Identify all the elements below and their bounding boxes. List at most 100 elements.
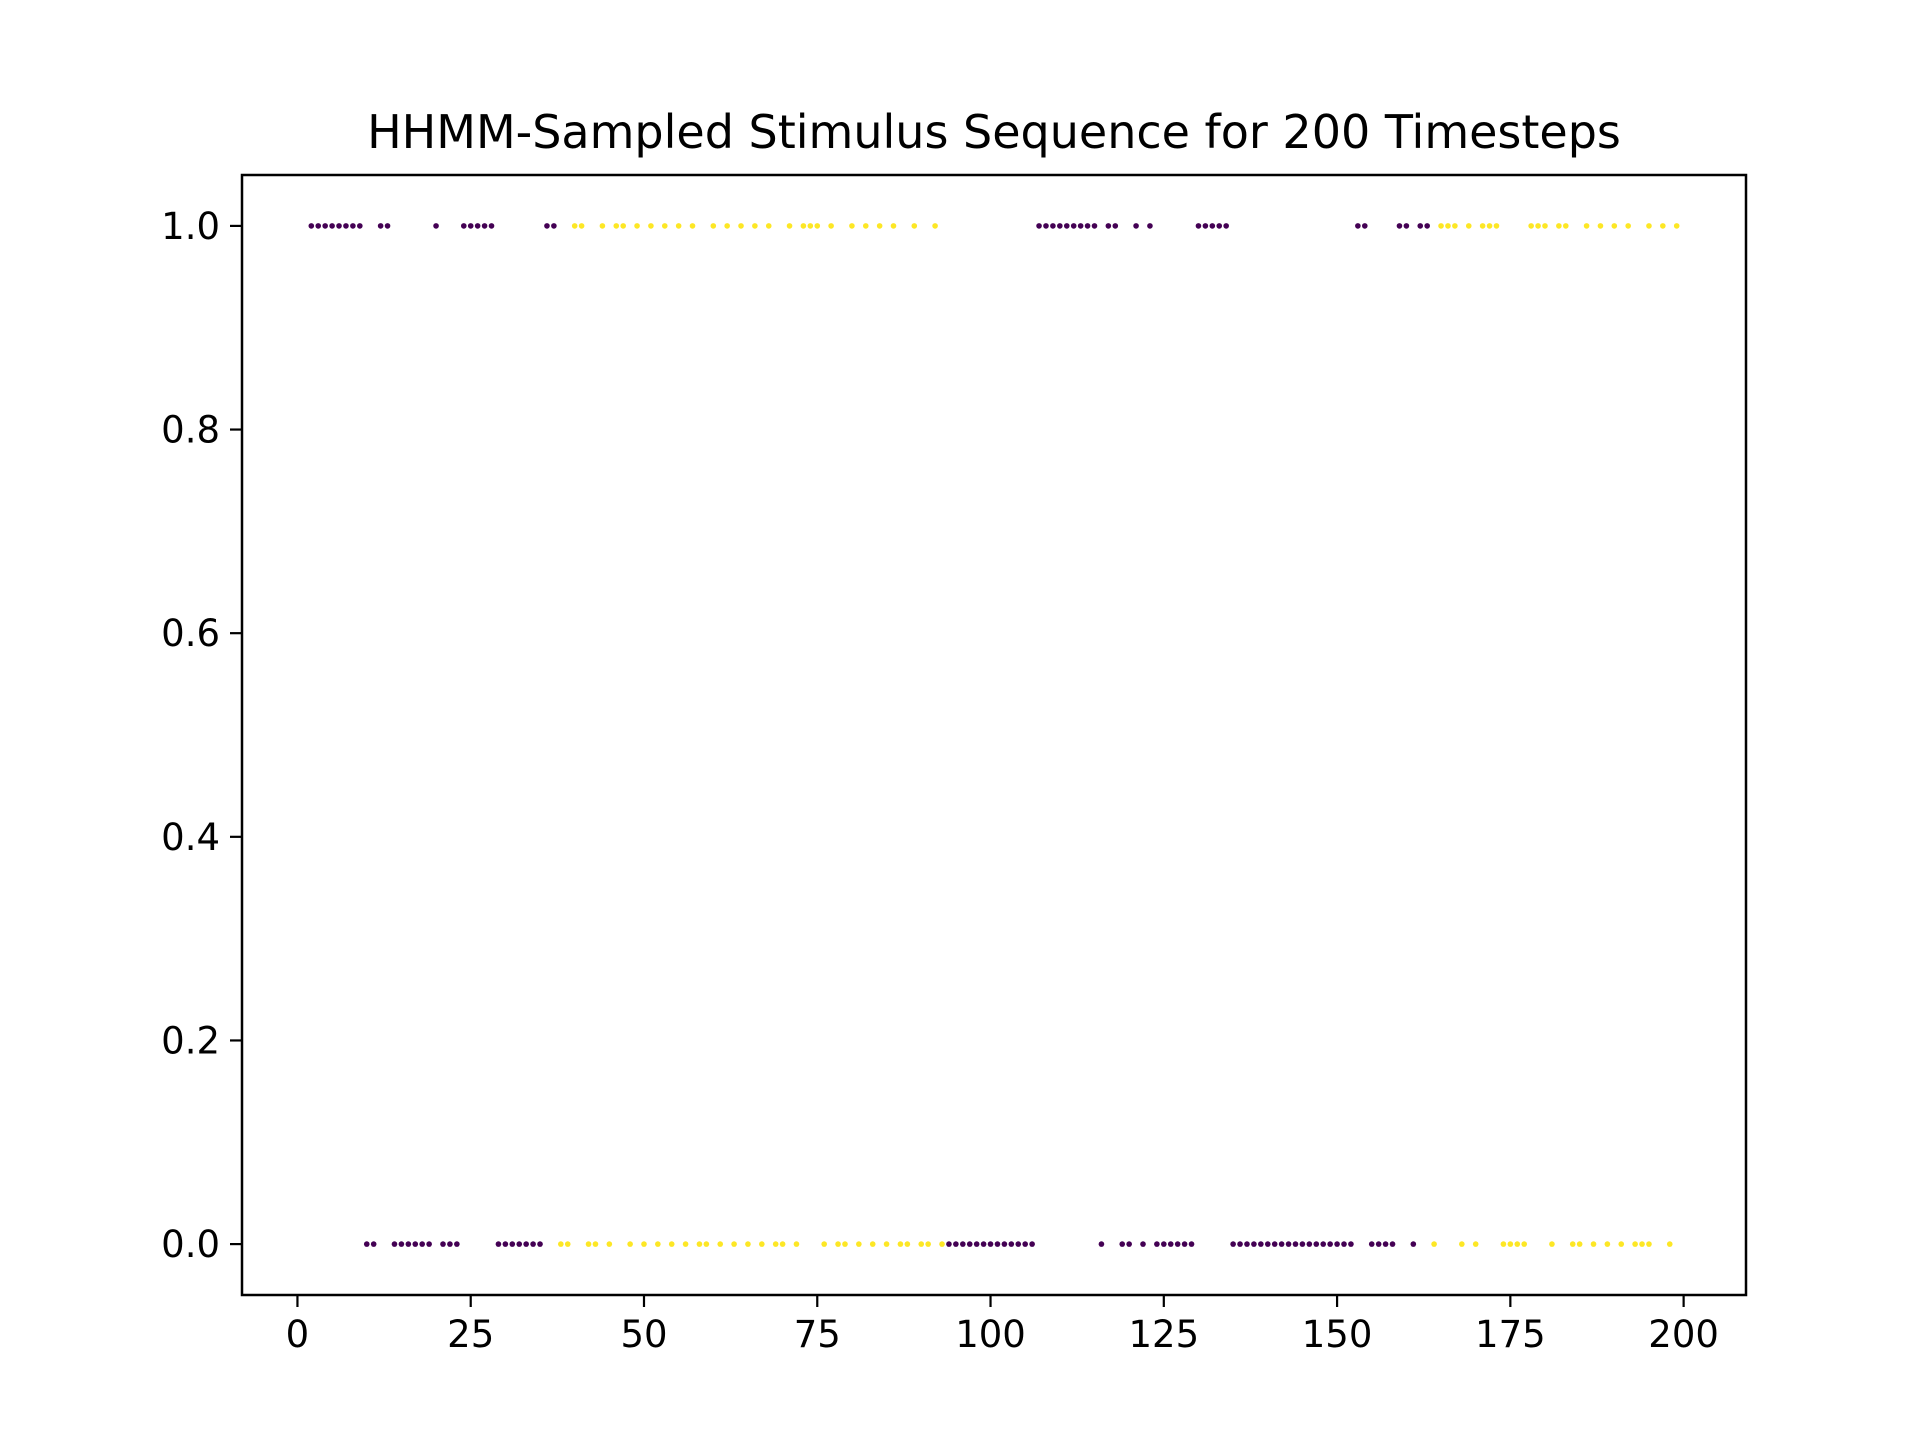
data-point (495, 1241, 502, 1247)
data-point (1486, 223, 1493, 229)
data-point (1465, 223, 1472, 229)
data-point (772, 1241, 779, 1247)
data-point (648, 223, 654, 229)
data-point (752, 223, 758, 229)
data-point (502, 1241, 509, 1247)
data-point (925, 1241, 931, 1247)
data-point (467, 223, 474, 229)
data-point (1646, 223, 1652, 229)
chart-title: HHMM-Sampled Stimulus Sequence for 200 T… (367, 105, 1621, 159)
data-point (322, 223, 328, 229)
data-point (516, 1241, 523, 1247)
data-point (1029, 1241, 1035, 1247)
data-point (558, 1241, 564, 1247)
y-tick-label: 0.4 (161, 816, 220, 859)
data-point (1216, 223, 1223, 229)
data-point (1306, 1241, 1313, 1247)
data-point (994, 1241, 1001, 1247)
data-point (460, 223, 467, 229)
data-point (363, 1241, 370, 1247)
data-point (918, 1241, 925, 1247)
data-point (391, 1241, 398, 1247)
x-tick-label: 0 (286, 1313, 310, 1356)
data-point (1639, 1241, 1645, 1247)
data-point (447, 1241, 453, 1247)
y-tick-label: 0.6 (161, 612, 220, 655)
data-point (384, 223, 391, 229)
x-axis: 0 25 50 75 100 125 150 175 200 (286, 1295, 1719, 1356)
data-point (1355, 223, 1361, 229)
data-point (454, 1241, 460, 1247)
data-point (724, 223, 730, 229)
data-point (433, 223, 439, 229)
data-point (1112, 223, 1119, 229)
data-point (1181, 1241, 1188, 1247)
data-point (1174, 1241, 1181, 1247)
data-point (1528, 223, 1534, 229)
data-point (606, 1241, 613, 1247)
data-point (1063, 223, 1070, 229)
data-point (1452, 223, 1458, 229)
data-point (738, 223, 744, 229)
x-tick-label: 200 (1648, 1313, 1719, 1356)
data-point (932, 223, 938, 229)
data-point (350, 223, 356, 229)
data-point (973, 1241, 980, 1247)
data-point (1167, 1241, 1174, 1247)
data-point (1542, 223, 1548, 229)
data-point (814, 223, 821, 229)
data-point (509, 1241, 516, 1247)
data-point (343, 223, 349, 229)
data-point (966, 1241, 973, 1247)
x-tick-label: 75 (794, 1313, 841, 1356)
data-point (1632, 1241, 1638, 1247)
data-point (821, 1241, 827, 1247)
data-point (1666, 1241, 1673, 1247)
data-point (1459, 1241, 1465, 1247)
data-point (1209, 223, 1216, 229)
data-point (911, 223, 918, 229)
data-point (1583, 223, 1590, 229)
data-point (1299, 1241, 1306, 1247)
data-point (585, 1241, 592, 1247)
data-point (1320, 1241, 1327, 1247)
data-point (745, 1241, 751, 1247)
data-point (634, 223, 640, 229)
data-point (412, 1241, 419, 1247)
data-point (1070, 223, 1077, 229)
data-point (1438, 223, 1444, 229)
data-point (1604, 1241, 1611, 1247)
data-point (1445, 223, 1451, 229)
data-point (883, 1241, 890, 1247)
data-point (1500, 1241, 1507, 1247)
data-point (696, 1241, 703, 1247)
data-point (419, 1241, 426, 1247)
y-tick-label: 1.0 (161, 205, 220, 248)
data-point (440, 1241, 446, 1247)
data-point (1549, 1241, 1555, 1247)
data-point (1327, 1241, 1333, 1247)
data-point (1036, 223, 1042, 229)
data-point (1140, 1241, 1146, 1247)
data-point (1556, 223, 1562, 229)
data-point (641, 1241, 647, 1247)
data-point (1625, 223, 1631, 229)
data-point (1396, 223, 1403, 229)
data-point (1237, 1241, 1243, 1247)
data-point (779, 1241, 786, 1247)
data-point (1271, 1241, 1278, 1247)
plot-area-frame (240, 173, 1748, 1297)
data-point (1147, 223, 1153, 229)
data-point (939, 1241, 945, 1247)
data-point (1278, 1241, 1285, 1247)
data-point (1611, 223, 1618, 229)
data-point (1646, 1241, 1652, 1247)
data-point (1098, 1241, 1105, 1247)
data-point (1223, 223, 1229, 229)
data-point (710, 223, 717, 229)
data-point (1119, 1241, 1126, 1247)
data-point (807, 223, 814, 229)
data-point (1050, 223, 1056, 229)
